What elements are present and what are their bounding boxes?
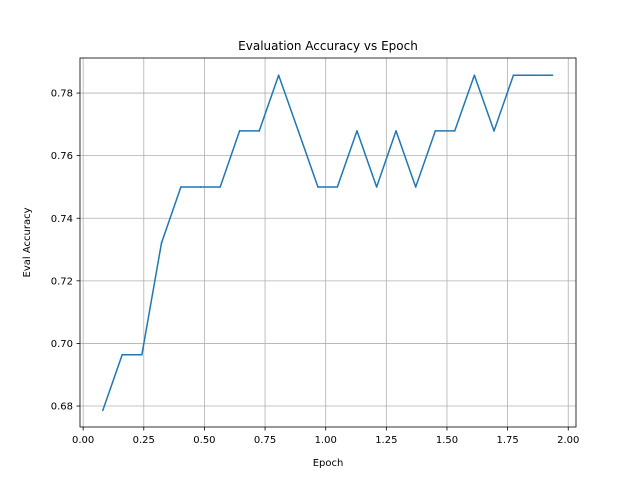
data-point xyxy=(180,186,182,188)
x-tick-label: 1.75 xyxy=(496,435,518,446)
data-point xyxy=(258,130,261,132)
data-point xyxy=(512,74,515,77)
x-tick-label: 0.25 xyxy=(133,435,155,446)
series-group xyxy=(101,74,554,412)
data-point xyxy=(160,242,163,244)
x-tick-label: 2.00 xyxy=(557,435,579,446)
x-tick-label: 1.50 xyxy=(436,435,458,446)
data-point xyxy=(238,130,241,132)
grid-lines xyxy=(80,58,576,427)
accuracy-series-line xyxy=(102,74,553,411)
data-point xyxy=(141,353,143,356)
y-tick-label: 0.70 xyxy=(51,339,73,350)
data-point xyxy=(199,186,202,188)
data-point xyxy=(395,130,397,132)
axis-ticks: 0.00 0.25 0.50 0.75 1.00 1.25 1.50 1.75 2.00 0.68… xyxy=(51,89,580,446)
data-point xyxy=(336,186,339,188)
x-axis-label: Epoch xyxy=(313,458,344,469)
y-tick-label: 0.74 xyxy=(51,214,73,225)
x-tick-label: 1.00 xyxy=(315,435,337,446)
y-tick-label: 0.76 xyxy=(51,151,73,162)
plot-frame xyxy=(79,57,577,428)
data-point xyxy=(121,353,124,356)
y-tick-label: 0.78 xyxy=(51,89,73,100)
data-point xyxy=(375,186,378,188)
data-point xyxy=(219,186,221,188)
data-point xyxy=(101,409,104,412)
data-point xyxy=(532,74,534,77)
data-point xyxy=(473,74,476,77)
x-tick-label: 1.25 xyxy=(375,435,397,446)
y-tick-label: 0.68 xyxy=(51,402,73,413)
data-point xyxy=(414,186,417,188)
data-point xyxy=(551,74,554,77)
data-point xyxy=(277,74,280,77)
data-point xyxy=(493,130,495,132)
data-point xyxy=(317,186,319,188)
y-tick-label: 0.72 xyxy=(51,276,73,287)
data-point xyxy=(356,130,358,132)
x-tick-label: 0.00 xyxy=(72,435,94,446)
x-tick-label: 0.75 xyxy=(254,435,276,446)
data-point xyxy=(453,130,456,132)
chart-title: Evaluation Accuracy vs Epoch xyxy=(238,39,418,53)
data-point xyxy=(297,130,300,132)
y-axis-label: Eval Accuracy xyxy=(22,207,33,277)
data-point xyxy=(434,130,437,132)
x-tick-label: 0.50 xyxy=(193,435,215,446)
